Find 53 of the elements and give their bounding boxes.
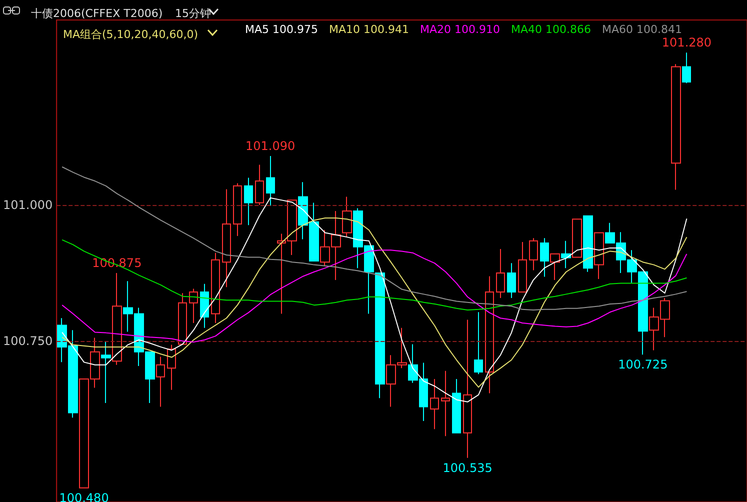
candlestick	[266, 156, 275, 207]
candlestick	[255, 164, 264, 206]
candlestick	[594, 232, 604, 280]
candlestick	[167, 344, 176, 390]
line-series	[62, 218, 688, 388]
candlestick	[233, 182, 242, 236]
candlestick	[572, 218, 582, 258]
candlestick	[430, 378, 439, 430]
candlestick	[222, 188, 231, 288]
annotation: 100.480	[59, 490, 109, 502]
candlestick	[211, 252, 220, 324]
text: MA20 100.910	[420, 23, 500, 36]
text: MA10 100.941	[329, 23, 409, 36]
line-series	[62, 166, 688, 310]
text: MA40 100.866	[510, 23, 591, 36]
legend-title: MA组合(5,10,20,40,60,0)	[63, 28, 198, 41]
candlestick	[375, 272, 385, 399]
candlestick	[189, 288, 198, 324]
candlestick	[178, 292, 187, 345]
candlestick	[561, 240, 571, 269]
candlestick	[441, 370, 450, 437]
candlestick	[518, 241, 527, 293]
y-tick-label: 100.750	[3, 334, 53, 348]
line-series	[62, 197, 688, 402]
candlestick	[671, 64, 681, 190]
annotation: 100.535	[442, 460, 492, 475]
annotation: 101.280	[662, 36, 712, 50]
text: MA60 100.841	[602, 23, 682, 36]
line-series	[62, 239, 688, 310]
chart-subtitle: 15分钟	[175, 7, 211, 20]
candlestick	[682, 52, 691, 84]
text: MA5 100.975	[245, 23, 318, 36]
candlestick	[200, 283, 209, 328]
y-tick-label: 101.000	[3, 198, 53, 212]
candlestick	[244, 177, 253, 226]
candlestick	[496, 248, 505, 298]
annotation: 101.090	[246, 139, 296, 154]
candlestick	[550, 253, 560, 281]
candlestick	[342, 196, 352, 238]
candlestick	[507, 262, 516, 298]
candlestick	[452, 378, 461, 434]
candlestick	[463, 319, 472, 458]
chart-title: 十债2006(CFFEX T2006)	[31, 7, 163, 20]
candlestick	[101, 340, 111, 404]
candlestick	[583, 215, 593, 272]
line-series	[62, 250, 688, 343]
candlestick	[529, 238, 538, 271]
candlestick	[540, 238, 549, 278]
candlestick	[474, 312, 483, 375]
candlestick	[156, 356, 165, 408]
candlestick	[112, 272, 122, 366]
annotation: 100.725	[618, 358, 668, 372]
candlestick	[485, 276, 494, 394]
